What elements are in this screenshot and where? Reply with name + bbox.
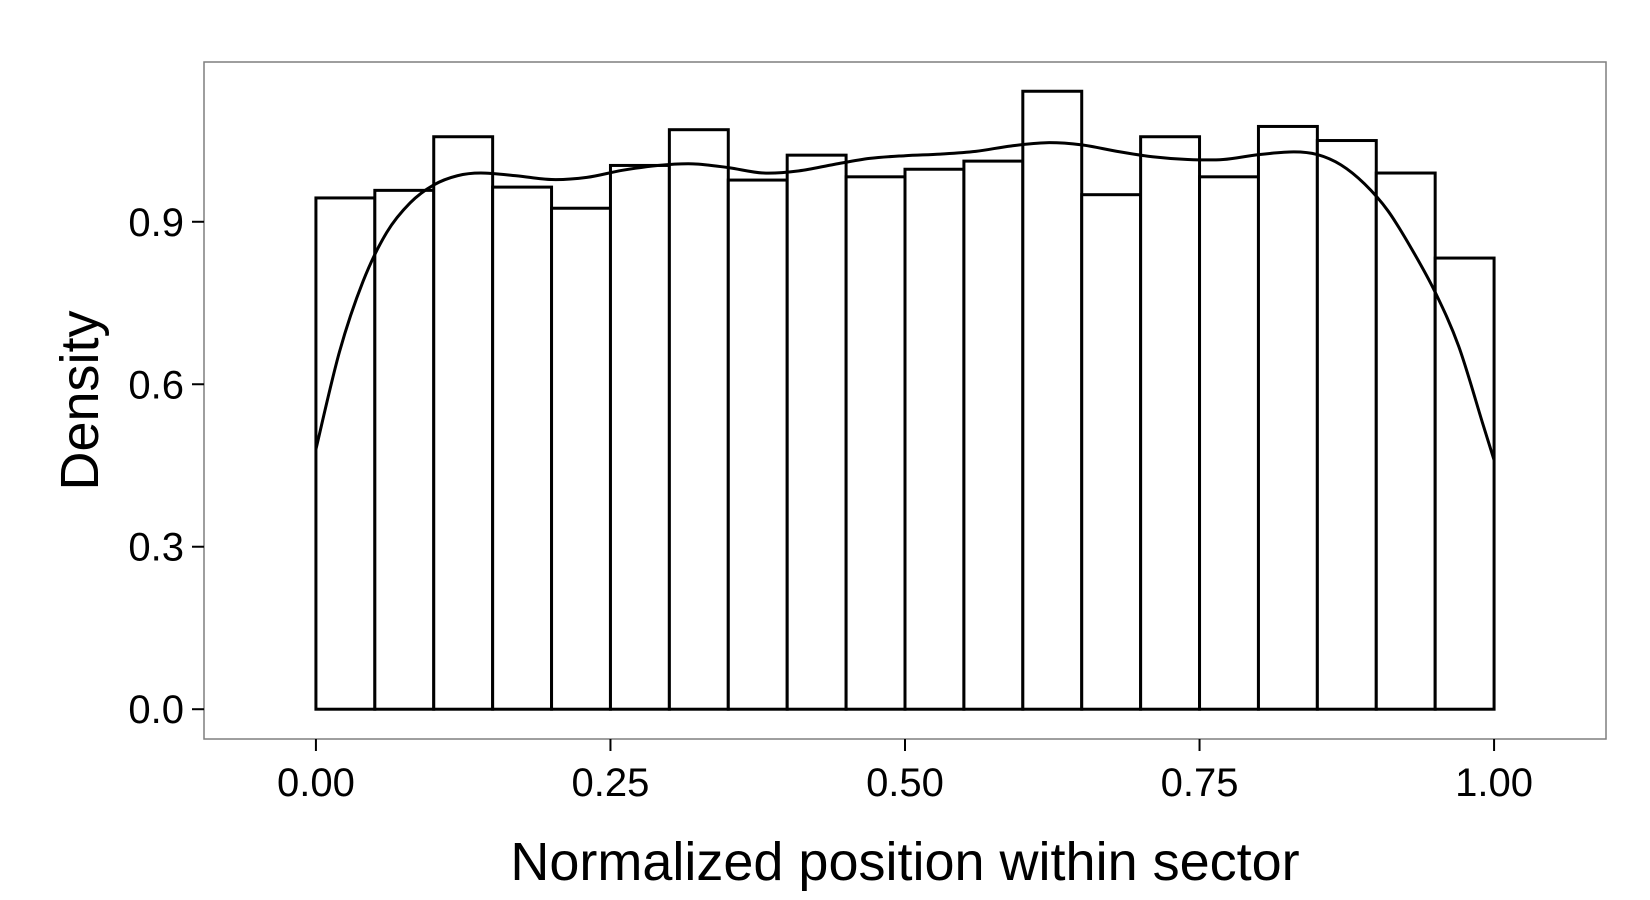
density-curve	[314, 141, 1496, 461]
histogram-bar-17	[1256, 124, 1319, 711]
y-axis: 0.0 0.3 0.6 0.9	[128, 201, 204, 732]
histogram-bar-2	[373, 188, 436, 711]
x-axis-title: Normalized position within sector	[510, 832, 1299, 892]
x-tick-label: 1.00	[1455, 761, 1533, 805]
histogram-bar-3	[432, 135, 495, 711]
histogram-bar-13	[1021, 89, 1084, 711]
histogram-bar-18	[1315, 139, 1378, 711]
histogram-bar-4	[491, 185, 554, 711]
histogram-bar-15	[1139, 135, 1202, 711]
y-tick-label: 0.3	[128, 526, 184, 570]
histogram-bar-14	[1080, 193, 1143, 711]
histogram-bar-20	[1433, 256, 1496, 711]
histogram-bars	[314, 89, 1496, 711]
x-axis: 0.00 0.25 0.50 0.75 1.00	[277, 739, 1533, 805]
histogram-bar-10	[844, 175, 907, 711]
histogram-bar-9	[785, 153, 848, 711]
histogram-bar-5	[550, 206, 612, 711]
histogram-bar-16	[1198, 175, 1260, 711]
x-tick-label: 0.75	[1161, 761, 1239, 805]
y-tick-label: 0.6	[128, 363, 184, 407]
histogram-bar-1	[314, 196, 377, 711]
histogram-bar-19	[1374, 171, 1437, 711]
histogram-bar-7	[667, 128, 730, 711]
histogram-bar-11	[903, 167, 966, 711]
x-tick-label: 0.25	[572, 761, 650, 805]
y-axis-title: Density	[50, 310, 110, 490]
y-tick-label: 0.0	[128, 688, 184, 732]
histogram-bar-6	[608, 163, 671, 711]
histogram-bar-12	[962, 159, 1025, 711]
x-tick-label: 0.00	[277, 761, 355, 805]
histogram-bar-8	[726, 178, 789, 711]
x-tick-label: 0.50	[866, 761, 944, 805]
y-tick-label: 0.9	[128, 201, 184, 245]
